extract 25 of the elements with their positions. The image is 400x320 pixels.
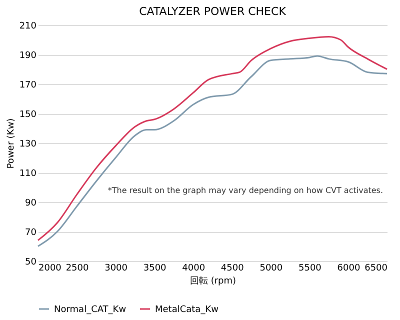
x-tick-label: 3500 xyxy=(143,264,167,274)
y-tick-label: 190 xyxy=(19,51,37,61)
x-tick-label: 5000 xyxy=(260,264,283,274)
y-tick-label: 110 xyxy=(19,169,37,179)
y-tick-label: 50 xyxy=(25,258,37,268)
legend-label: MetalCata_Kw xyxy=(155,305,218,315)
x-tick-label: 4000 xyxy=(182,264,206,274)
y-tick-label: 150 xyxy=(19,110,37,120)
x-tick-label: 2500 xyxy=(66,264,90,274)
y-tick-label: 90 xyxy=(25,198,37,208)
x-axis-title: 回転 (rpm) xyxy=(190,276,236,286)
y-tick-label: 70 xyxy=(25,228,37,238)
x-tick-label: 4500 xyxy=(220,264,244,274)
x-tick-label: 6500 xyxy=(364,264,388,274)
x-tick-label: 3000 xyxy=(104,264,128,274)
chart-title: CATALYZER POWER CHECK xyxy=(139,5,287,18)
y-tick-label: 170 xyxy=(19,80,37,90)
y-tick-label: 210 xyxy=(19,22,37,32)
legend-label: Normal_CAT_Kw xyxy=(54,305,126,315)
x-tick-label: 5500 xyxy=(298,264,322,274)
y-axis-title: Power (Kw) xyxy=(6,118,16,169)
annotation: *The result on the graph may vary depending on how CVT activates. xyxy=(108,186,383,195)
x-tick-label: 2000 xyxy=(38,264,62,274)
x-tick-label: 6000 xyxy=(337,264,360,274)
y-tick-label: 130 xyxy=(19,140,37,150)
